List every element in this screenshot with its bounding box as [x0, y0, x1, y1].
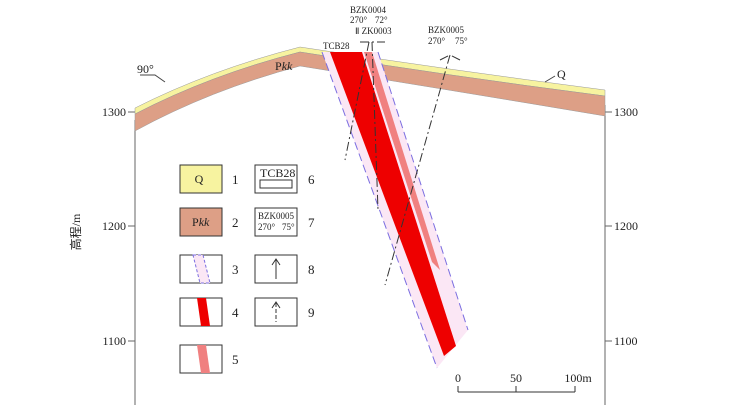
q-pointer: [544, 75, 556, 83]
hole-azimuth: 270°: [350, 15, 368, 25]
legend-number: 7: [308, 215, 315, 230]
drillholes: [344, 41, 461, 286]
legend-number: 2: [232, 215, 239, 230]
scale-label: 0: [455, 371, 461, 385]
ore-body-low: [364, 52, 440, 270]
tick-label: 1300: [102, 105, 126, 119]
scale-label: 100m: [564, 371, 592, 385]
hole-name: BZK0004: [350, 5, 387, 15]
scale-label: 50: [510, 371, 522, 385]
hole-name: Ⅱ ZK0003: [355, 26, 392, 36]
tick-label: 1200: [102, 219, 126, 233]
legend-number: 1: [232, 172, 239, 187]
hole-azimuth: 270°: [428, 36, 446, 46]
q-label: Q: [557, 67, 566, 81]
legend-label: 75°: [282, 222, 295, 232]
legend-label: Pkk: [192, 215, 210, 229]
axis-title: 高程/m: [68, 213, 83, 250]
tick-label: 1100: [614, 334, 638, 348]
legend-number: 3: [232, 262, 239, 277]
frame: [128, 105, 612, 405]
legend-label: Q: [195, 172, 204, 186]
legend-label: TCB28: [260, 166, 295, 180]
hole-dip: 72°: [375, 15, 388, 25]
boundary: [377, 51, 469, 331]
dip-symbol: [140, 74, 166, 83]
tick-label: 1100: [102, 334, 126, 348]
tick-label: 1300: [614, 105, 638, 119]
legend-label: BZK0005: [258, 211, 295, 221]
hole-name: BZK0005: [428, 25, 465, 35]
ore-body: [330, 52, 456, 356]
legend-number: 4: [232, 305, 239, 320]
pkk-layer: [134, 51, 606, 132]
hole-dip: 75°: [455, 36, 468, 46]
legend-number: 6: [308, 172, 315, 187]
formation-label: Pkk: [275, 59, 293, 73]
tick-label: 1200: [614, 219, 638, 233]
legend-boxes: [179, 164, 298, 374]
legend-label: 270°: [258, 222, 276, 232]
legend-number: 5: [232, 352, 239, 367]
legend-number: 9: [308, 305, 315, 320]
scale-bar: [457, 386, 576, 393]
angle-label: 90°: [137, 62, 154, 76]
legend-number: 8: [308, 262, 315, 277]
trench-label: TCB28: [323, 41, 350, 51]
boundary: [321, 51, 438, 369]
